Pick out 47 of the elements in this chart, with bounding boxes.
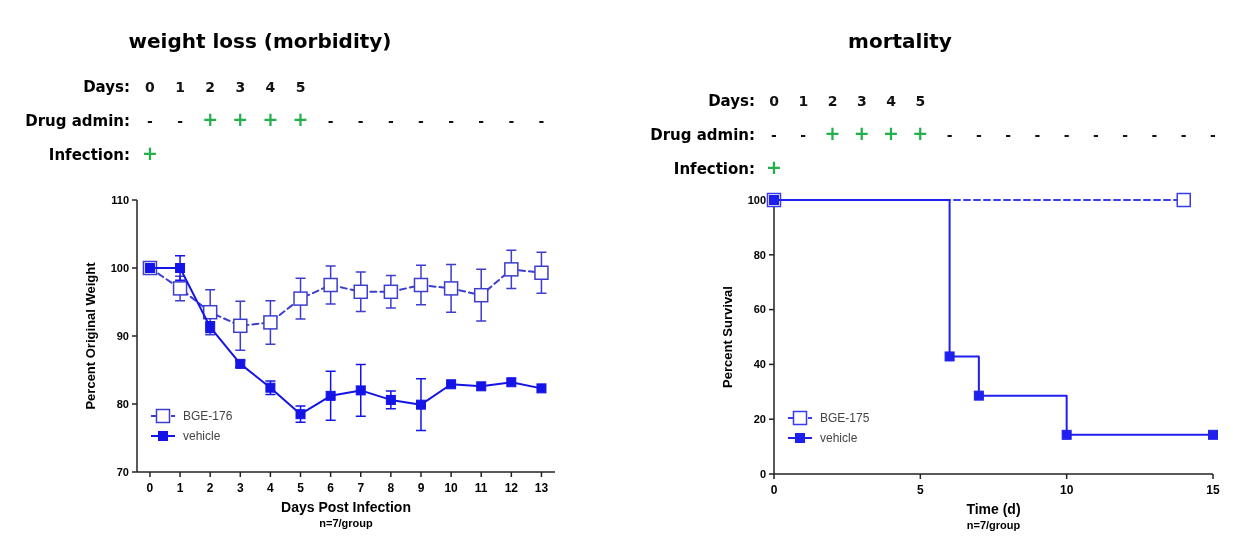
text: Infection: +: [48, 142, 158, 164]
text: Infection: +: [673, 156, 782, 178]
y-tick-label: 70: [116, 465, 129, 478]
text: Days: 0 1 2 3 4 5: [708, 92, 926, 110]
x-tick-label: 10: [1059, 483, 1074, 497]
y-axis-title: Percent Survival: [720, 286, 735, 388]
y-tick-label: 100: [110, 261, 129, 274]
x-tick-label: 1: [176, 481, 184, 495]
x-tick-label: 11: [474, 481, 488, 495]
text: Drug admin: - - + + + + - - - - - - - - - -: [650, 122, 1216, 144]
legend-label: vehicle: [820, 431, 858, 446]
text: n=7/group: [966, 519, 1021, 531]
y-tick-label: 60: [753, 303, 766, 316]
text: n=7/group: [319, 517, 374, 529]
legend-label: vehicle: [183, 429, 221, 444]
x-tick-label: 5: [916, 483, 924, 497]
y-tick-label: 110: [111, 193, 129, 206]
chart-title: weight loss (morbidity): [128, 29, 392, 53]
x-axis-title: Days Post Infection: [281, 499, 411, 515]
x-tick-label: 12: [504, 481, 519, 495]
x-tick-label: 9: [417, 481, 425, 495]
x-tick-label: 4: [267, 481, 275, 495]
y-tick-label: 100: [747, 193, 766, 206]
x-tick-label: 2: [206, 481, 214, 495]
x-tick-label: 0: [770, 483, 778, 497]
chart-title: mortality: [848, 29, 952, 53]
y-tick-label: 80: [116, 397, 129, 410]
y-tick-label: 20: [753, 413, 766, 426]
x-tick-label: 13: [534, 481, 549, 495]
x-tick-label: 3: [236, 481, 244, 495]
x-tick-label: 5: [297, 481, 305, 495]
x-tick-label: 7: [357, 481, 365, 495]
y-tick-label: 90: [116, 329, 129, 342]
legend-label: BGE-176: [183, 409, 233, 424]
x-tick-label: 15: [1206, 483, 1220, 497]
x-tick-label: 8: [387, 481, 395, 495]
x-tick-label: 0: [146, 481, 154, 495]
y-tick-label: 0: [759, 467, 766, 480]
x-tick-label: 10: [444, 481, 459, 495]
y-tick-label: 80: [753, 248, 766, 261]
text: Days: 0 1 2 3 4 5: [83, 78, 306, 96]
x-tick-label: 6: [327, 481, 335, 495]
y-tick-label: 40: [753, 358, 766, 371]
legend-label: BGE-175: [820, 411, 870, 426]
y-axis-title: Percent Original Weight: [83, 261, 98, 410]
text: Drug admin: - - + + + + - - - - - - - -: [25, 108, 545, 130]
x-axis-title: Time (d): [966, 501, 1021, 517]
